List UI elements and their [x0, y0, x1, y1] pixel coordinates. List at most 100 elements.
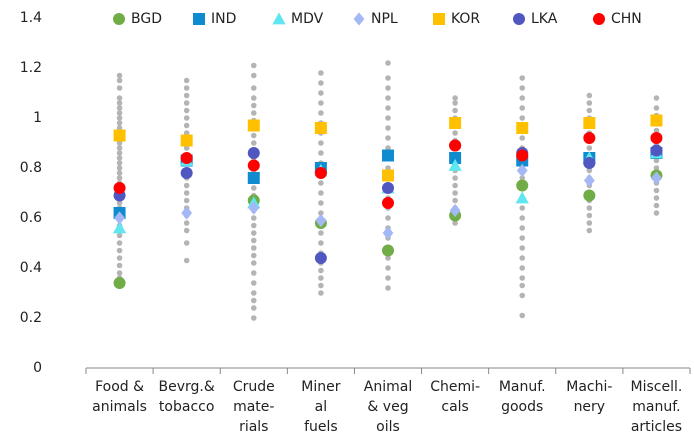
marker [353, 12, 365, 26]
background-dot [116, 270, 123, 276]
marker [248, 201, 260, 215]
background-dot [318, 180, 324, 186]
background-dot [250, 260, 257, 266]
background-dot [183, 77, 190, 84]
x-tick-label: Crude [233, 379, 275, 395]
marker [583, 117, 596, 129]
marker [314, 122, 327, 134]
marker [382, 197, 394, 209]
background-dot [385, 265, 391, 271]
background-dot [250, 85, 257, 91]
marker [583, 189, 596, 202]
marker [112, 221, 127, 234]
background-dot [116, 85, 123, 91]
background-dot [653, 195, 660, 201]
x-tick-label: manuf. [632, 399, 680, 415]
background-dot [116, 255, 123, 261]
background-dot [250, 237, 257, 244]
marker [449, 203, 461, 218]
background-dot [586, 167, 593, 174]
marker [382, 169, 394, 182]
background-dot [250, 305, 257, 311]
background-dot [116, 155, 123, 161]
marker [516, 179, 529, 192]
marker [314, 167, 327, 179]
marker [650, 114, 663, 127]
background-dot [318, 110, 324, 116]
marker [247, 172, 260, 184]
background-dot [519, 205, 526, 211]
background-dot [318, 200, 324, 206]
legend-label: MDV [291, 11, 324, 27]
background-dot [653, 95, 660, 101]
marker [113, 13, 125, 25]
background-dot [250, 222, 257, 229]
background-dot [116, 95, 123, 101]
marker [449, 152, 462, 164]
y-tick-label: 0.2 [20, 310, 42, 326]
background-dot [519, 282, 526, 289]
background-dot [183, 107, 190, 114]
background-dot [116, 247, 123, 254]
background-dot [250, 245, 257, 251]
marker [651, 171, 662, 185]
background-dot [318, 80, 324, 86]
background-dot [250, 280, 257, 286]
x-tick-label: cals [441, 399, 468, 415]
background-dot [250, 297, 257, 304]
background-dot [519, 275, 526, 281]
background-dot [452, 220, 458, 226]
legend-label: CHN [611, 11, 642, 27]
background-dot [116, 105, 123, 111]
background-dot [116, 160, 123, 166]
background-dot [318, 100, 324, 106]
background-dot [318, 240, 324, 246]
x-tick-label: al [315, 399, 327, 415]
legend-label: NPL [371, 11, 398, 27]
x-tick-label: Chemi- [430, 379, 480, 395]
marker [593, 13, 605, 25]
background-dot [116, 77, 123, 84]
marker [382, 182, 394, 194]
y-tick-label: 0 [33, 360, 42, 376]
marker [113, 277, 126, 289]
marker [583, 132, 596, 144]
marker [314, 252, 327, 264]
background-dot [586, 107, 593, 114]
marker [650, 132, 663, 144]
background-dot [116, 120, 123, 126]
background-dot [385, 255, 391, 261]
marker [114, 211, 125, 225]
x-tick-label: oils [376, 419, 400, 435]
background-dot [116, 150, 123, 156]
background-dot [519, 115, 526, 121]
background-dot [250, 215, 257, 221]
marker [515, 191, 529, 204]
background-dot [116, 165, 123, 171]
marker [449, 139, 462, 152]
x-tick-label: nery [574, 399, 606, 415]
background-dot [116, 140, 123, 146]
background-dot [250, 102, 257, 109]
background-dot [385, 165, 391, 171]
background-dot [318, 70, 324, 76]
marker [382, 226, 394, 240]
background-dot [519, 235, 526, 241]
background-dot [519, 292, 526, 299]
legend-label: IND [211, 11, 236, 27]
background-dot [116, 200, 123, 206]
background-dot [519, 75, 526, 81]
background-dot [653, 127, 660, 134]
background-dot [183, 100, 190, 106]
background-dot [116, 175, 123, 181]
marker [650, 144, 663, 157]
x-tick-label: Bevrg.& [159, 379, 215, 395]
background-dot [183, 182, 190, 189]
marker [181, 206, 193, 220]
marker [193, 13, 205, 25]
background-dot [653, 187, 660, 194]
background-dot [519, 245, 526, 251]
background-dot [653, 165, 660, 171]
background-dot [519, 85, 526, 91]
